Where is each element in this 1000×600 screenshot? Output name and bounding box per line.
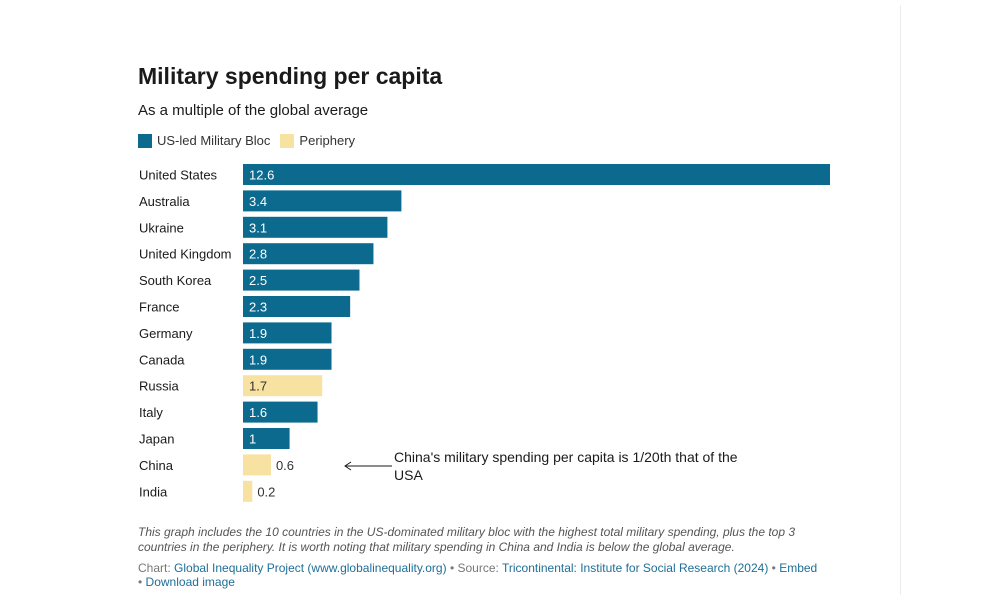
bar-italy — [243, 401, 318, 423]
value-label-france: 2.3 — [249, 300, 267, 315]
separator: • — [768, 561, 780, 575]
category-label-canada: Canada — [139, 352, 185, 367]
legend-swatch-bloc — [138, 133, 152, 148]
category-label-australia: Australia — [139, 194, 190, 209]
chart-legend: US-led Military Bloc Periphery — [138, 133, 365, 148]
bar-united-kingdom — [243, 243, 374, 265]
separator: • — [138, 575, 146, 589]
category-label-ukraine: Ukraine — [139, 220, 184, 235]
value-label-germany: 1.9 — [249, 326, 267, 341]
legend-swatch-periphery — [280, 133, 295, 148]
bar-japan — [243, 428, 290, 449]
bar-india — [243, 480, 253, 502]
bar-russia — [243, 375, 323, 397]
value-label-india: 0.2 — [257, 484, 275, 499]
category-label-russia: Russia — [139, 379, 180, 394]
category-label-united-states: United States — [139, 168, 218, 183]
bar-ukraine — [243, 216, 388, 238]
value-label-united-kingdom: 2.8 — [249, 247, 267, 262]
value-label-australia: 3.4 — [249, 194, 267, 209]
category-label-japan: Japan — [139, 432, 174, 447]
separator: • — [446, 561, 458, 575]
chart-title: Military spending per capita — [138, 63, 443, 89]
category-label-italy: Italy — [139, 405, 163, 420]
chart-credit-link[interactable]: Global Inequality Project (www.globaline… — [174, 561, 447, 575]
value-label-china: 0.6 — [276, 458, 294, 473]
bar-canada — [243, 348, 332, 370]
bar-south-korea — [243, 269, 360, 291]
chart-subtitle: As a multiple of the global average — [138, 102, 369, 119]
value-label-united-states: 12.6 — [249, 168, 274, 183]
bar-germany — [243, 322, 332, 344]
category-label-china: China — [139, 458, 174, 473]
legend-label-bloc: US-led Military Bloc — [157, 133, 271, 148]
value-label-canada: 1.9 — [249, 352, 267, 367]
category-label-south-korea: South Korea — [139, 273, 212, 288]
footnote: This graph includes the 10 countries in … — [138, 525, 796, 554]
value-label-japan: 1 — [249, 432, 256, 447]
legend-item-bloc: US-led Military Bloc — [138, 133, 270, 148]
bar-united-states — [243, 164, 830, 185]
bar-australia — [243, 190, 402, 212]
annotation-arrow — [344, 461, 392, 471]
category-label-france: France — [139, 300, 179, 315]
category-label-germany: Germany — [139, 326, 193, 341]
bar-france — [243, 296, 351, 317]
chart-credit-prefix: Chart: — [138, 561, 175, 575]
embed-link[interactable]: Embed — [779, 561, 818, 575]
page-divider — [900, 5, 901, 595]
value-label-south-korea: 2.5 — [249, 273, 267, 288]
value-label-russia: 1.7 — [249, 379, 267, 394]
bar-china — [243, 454, 271, 476]
download-image-link[interactable]: Download image — [145, 575, 235, 589]
source-link[interactable]: Tricontinental: Institute for Social Res… — [501, 561, 769, 575]
source-prefix: Source: — [457, 561, 502, 575]
source-line: Chart: Global Inequality Project (www.gl… — [138, 561, 838, 589]
category-label-united-kingdom: United Kingdom — [139, 247, 232, 262]
annotation-text: China's military spending per capita is … — [394, 449, 738, 483]
legend-item-periphery: Periphery — [280, 133, 355, 148]
value-label-italy: 1.6 — [249, 405, 267, 420]
legend-label-periphery: Periphery — [299, 133, 356, 148]
category-label-india: India — [139, 484, 168, 499]
value-label-ukraine: 3.1 — [249, 220, 267, 235]
